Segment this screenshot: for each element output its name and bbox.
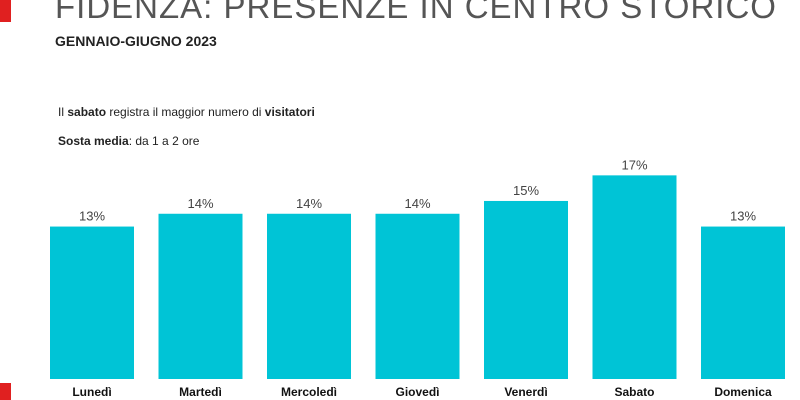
note-emphasis: sabato [67,105,107,119]
note-text: : da 1 a 2 ore [128,134,200,148]
bar-value-label: 13% [730,209,756,224]
note-text: registra il maggior numero di [106,105,265,119]
bar-martedì [158,213,243,379]
bar-value-label: 15% [513,183,539,198]
bar-value-label: 14% [296,196,322,211]
bar-mercoledì [267,213,351,379]
page-subtitle: GENNAIO-GIUGNO 2023 [55,33,217,49]
category-label: Venerdì [504,385,547,399]
note-emphasis: visitatori [264,105,315,119]
note-saturday: Il sabato registra il maggior numero di … [58,105,315,119]
bar-value-label: 17% [621,157,647,172]
bar-venerdì [484,200,568,379]
bar-lunedì [50,226,134,379]
category-label: Mercoledì [281,385,337,399]
bar-value-label: 13% [79,209,105,224]
note-average-stay: Sosta media: da 1 a 2 ore [58,134,199,148]
bar-value-label: 14% [187,196,213,211]
category-label: Sabato [614,385,654,399]
bar-domenica [701,226,785,379]
category-label: Domenica [714,385,772,399]
accent-bar-bottom [0,383,11,400]
bar-sabato [592,175,677,379]
category-label: Lunedì [72,385,111,399]
category-label: Giovedì [395,385,439,399]
page-title: FIDENZA: PRESENZE IN CENTRO STORICO [55,0,777,25]
note-text: Il [58,105,68,119]
category-label: Martedì [179,385,222,399]
note-emphasis: Sosta media [58,134,129,148]
bar-giovedì [375,213,460,379]
accent-bar-top [0,0,11,22]
bar-value-label: 14% [404,196,430,211]
